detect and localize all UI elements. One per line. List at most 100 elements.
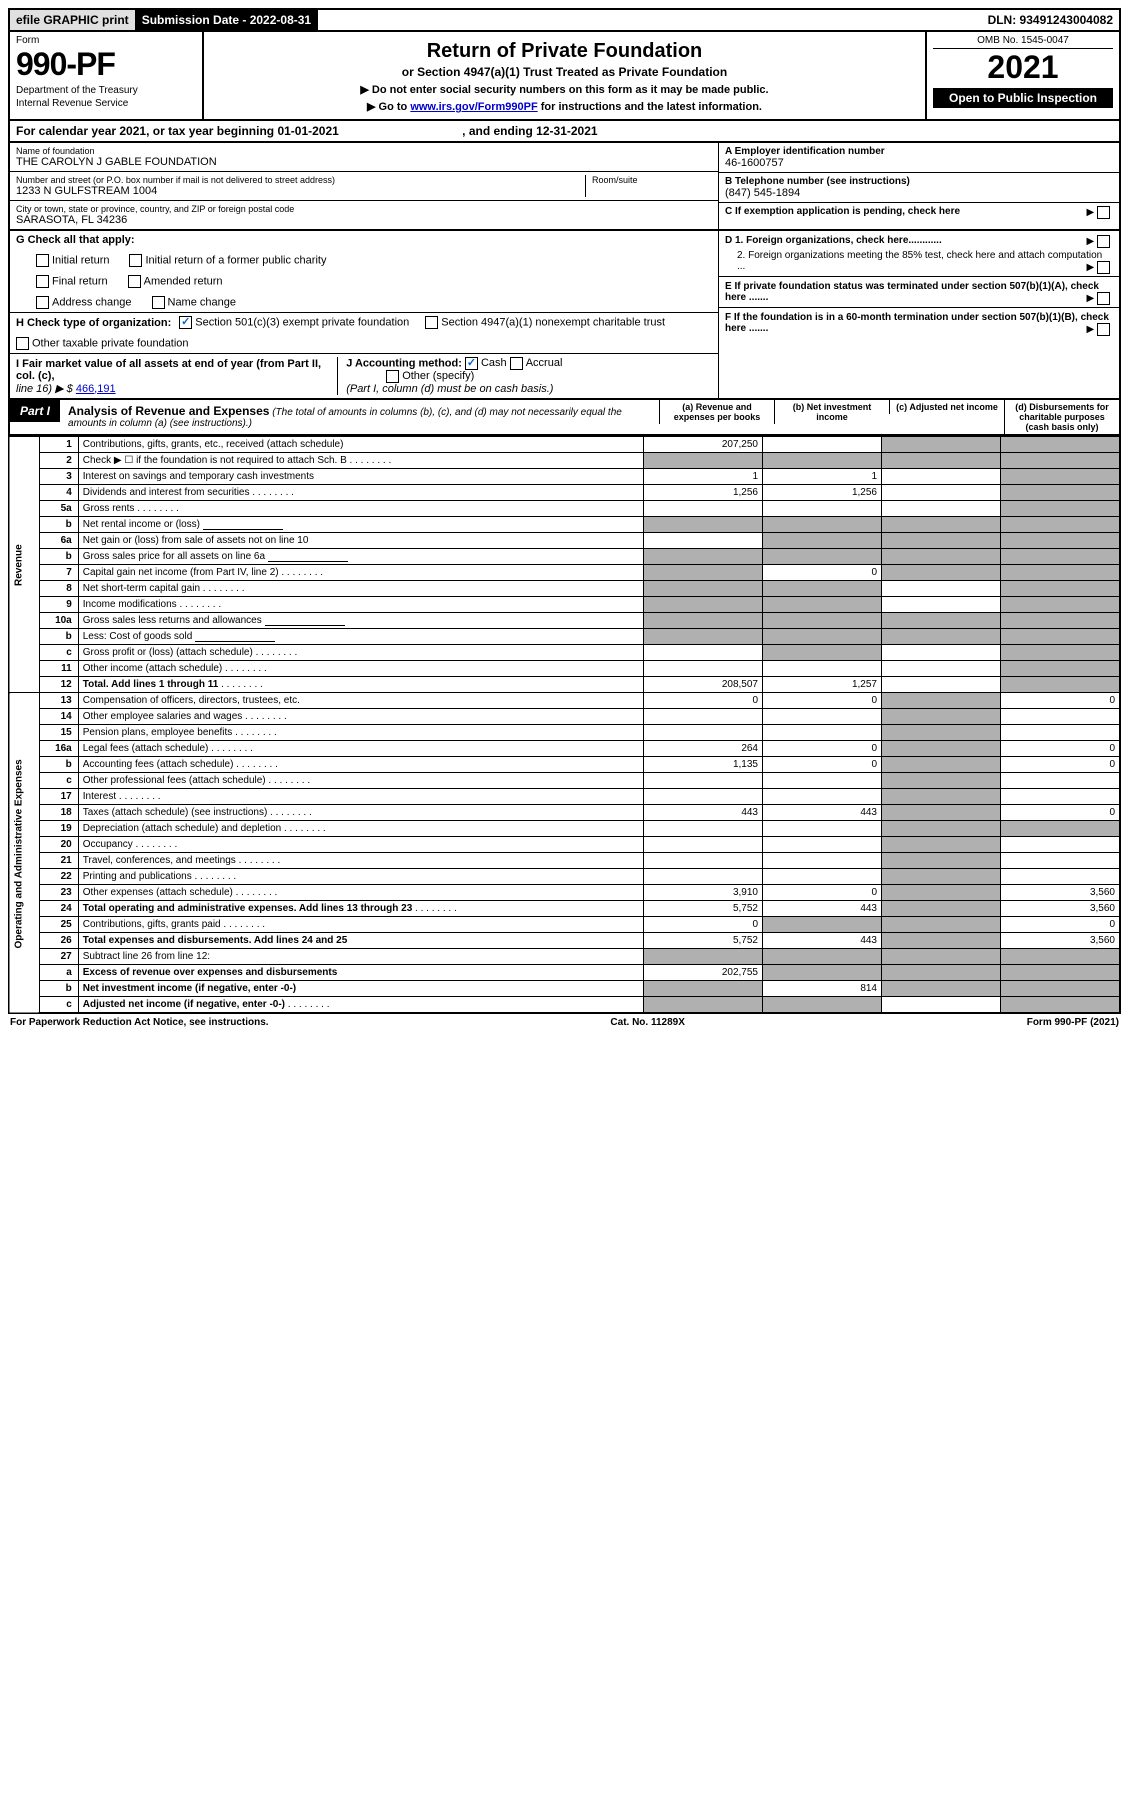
col-d-header: (d) Disbursements for charitable purpose… <box>1004 400 1119 434</box>
foundation-name: THE CAROLYN J GABLE FOUNDATION <box>16 156 712 168</box>
form-subtitle: or Section 4947(a)(1) Trust Treated as P… <box>210 65 919 79</box>
h-501c3-checkbox[interactable]: ✓ <box>179 316 192 329</box>
value-cell <box>1001 773 1121 789</box>
line-description: Travel, conferences, and meetings . . . … <box>78 853 643 869</box>
table-row: 3Interest on savings and temporary cash … <box>9 469 1120 485</box>
form-note-1: ▶ Do not enter social security numbers o… <box>210 83 919 96</box>
table-row: 6aNet gain or (loss) from sale of assets… <box>9 533 1120 549</box>
value-cell <box>882 997 1001 1014</box>
table-row: 14Other employee salaries and wages . . … <box>9 709 1120 725</box>
value-cell: 443 <box>763 901 882 917</box>
value-cell <box>644 581 763 597</box>
d1-checkbox[interactable] <box>1097 235 1110 248</box>
form-number: 990-PF <box>16 46 196 83</box>
j-cash-checkbox[interactable]: ✓ <box>465 357 478 370</box>
value-cell <box>882 741 1001 757</box>
value-cell <box>1001 965 1121 981</box>
department-label: Department of the Treasury <box>16 85 196 96</box>
line-description: Accounting fees (attach schedule) . . . … <box>78 757 643 773</box>
table-row: bNet rental income or (loss) <box>9 517 1120 533</box>
value-cell <box>1001 533 1121 549</box>
exemption-cell: C If exemption application is pending, c… <box>719 203 1119 220</box>
line-description: Compensation of officers, directors, tru… <box>78 693 643 709</box>
line-number: 22 <box>39 869 78 885</box>
value-cell <box>1001 789 1121 805</box>
name-label: Name of foundation <box>16 146 712 156</box>
value-cell <box>882 549 1001 565</box>
h-other-taxable-checkbox[interactable] <box>16 337 29 350</box>
fmv-value[interactable]: 466,191 <box>76 383 116 395</box>
g-name-change-checkbox[interactable] <box>152 296 165 309</box>
value-cell <box>882 933 1001 949</box>
line-number: c <box>39 773 78 789</box>
part-1-desc: Analysis of Revenue and Expenses (The to… <box>60 400 659 433</box>
value-cell <box>644 789 763 805</box>
value-cell <box>1001 837 1121 853</box>
footer-center: Cat. No. 11289X <box>610 1017 684 1028</box>
value-cell <box>882 789 1001 805</box>
value-cell <box>882 837 1001 853</box>
j-accrual-checkbox[interactable] <box>510 357 523 370</box>
value-cell <box>644 645 763 661</box>
value-cell <box>763 613 882 629</box>
g-initial-return-checkbox[interactable] <box>36 254 49 267</box>
value-cell: 0 <box>763 885 882 901</box>
value-cell: 443 <box>644 805 763 821</box>
c-checkbox[interactable] <box>1097 206 1110 219</box>
col-c-header: (c) Adjusted net income <box>889 400 1004 414</box>
value-cell: 264 <box>644 741 763 757</box>
h-4947-checkbox[interactable] <box>425 316 438 329</box>
g-address-change-checkbox[interactable] <box>36 296 49 309</box>
j-other-checkbox[interactable] <box>386 370 399 383</box>
value-cell: 3,910 <box>644 885 763 901</box>
line-number: a <box>39 965 78 981</box>
value-cell <box>763 789 882 805</box>
g-o2: Initial return of a former public charit… <box>145 254 326 266</box>
line-number: 11 <box>39 661 78 677</box>
table-row: 7Capital gain net income (from Part IV, … <box>9 565 1120 581</box>
e-label: E If private foundation status was termi… <box>725 281 1099 303</box>
footer-right: Form 990-PF (2021) <box>1027 1017 1119 1028</box>
value-cell <box>763 533 882 549</box>
line-description: Net gain or (loss) from sale of assets n… <box>78 533 643 549</box>
section-g: G Check all that apply: Initial return I… <box>10 231 718 313</box>
irs-link[interactable]: www.irs.gov/Form990PF <box>410 101 537 113</box>
line-number: c <box>39 997 78 1014</box>
g-o4: Amended return <box>144 275 223 287</box>
value-cell <box>882 501 1001 517</box>
g-final-return-checkbox[interactable] <box>36 275 49 288</box>
table-row: bGross sales price for all assets on lin… <box>9 549 1120 565</box>
address-cell: Number and street (or P.O. box number if… <box>10 172 718 201</box>
value-cell <box>644 629 763 645</box>
part-1-label: Part I <box>10 400 60 422</box>
value-cell: 1,256 <box>644 485 763 501</box>
value-cell: 0 <box>1001 741 1121 757</box>
line-number: 27 <box>39 949 78 965</box>
e-checkbox[interactable] <box>1097 292 1110 305</box>
value-cell <box>644 837 763 853</box>
efile-print-button[interactable]: efile GRAPHIC print <box>10 10 136 30</box>
page-footer: For Paperwork Reduction Act Notice, see … <box>8 1014 1121 1031</box>
h-o2: Section 4947(a)(1) nonexempt charitable … <box>441 316 665 328</box>
telephone-cell: B Telephone number (see instructions) (8… <box>719 173 1119 203</box>
value-cell: 814 <box>763 981 882 997</box>
f-checkbox[interactable] <box>1097 323 1110 336</box>
line-number: 25 <box>39 917 78 933</box>
g-o6: Name change <box>168 296 237 308</box>
g-initial-former-checkbox[interactable] <box>129 254 142 267</box>
value-cell <box>882 821 1001 837</box>
value-cell <box>882 629 1001 645</box>
line-description: Subtract line 26 from line 12: <box>78 949 643 965</box>
omb-number: OMB No. 1545-0047 <box>933 35 1113 49</box>
d2-checkbox[interactable] <box>1097 261 1110 274</box>
value-cell: 0 <box>763 757 882 773</box>
line-number: 16a <box>39 741 78 757</box>
value-cell <box>644 773 763 789</box>
value-cell: 208,507 <box>644 677 763 693</box>
line-number: 3 <box>39 469 78 485</box>
ein-cell: A Employer identification number 46-1600… <box>719 143 1119 173</box>
value-cell <box>1001 981 1121 997</box>
g-amended-checkbox[interactable] <box>128 275 141 288</box>
table-row: 2Check ▶ ☐ if the foundation is not requ… <box>9 453 1120 469</box>
line-description: Capital gain net income (from Part IV, l… <box>78 565 643 581</box>
